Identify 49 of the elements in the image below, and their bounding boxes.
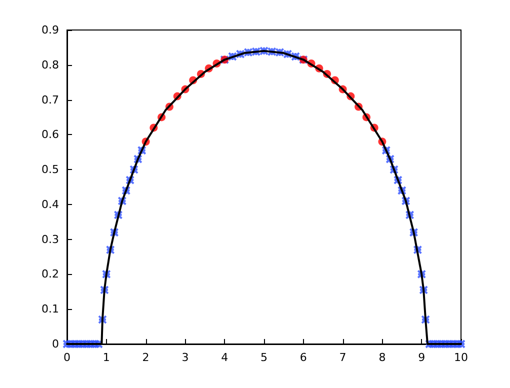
x-tick-label: 6: [300, 351, 307, 364]
point: [102, 270, 111, 279]
y-tick-label: 0.3: [42, 232, 59, 246]
point: [98, 315, 107, 324]
x-tick-label: 2: [142, 351, 150, 364]
x-tick-label: 7: [339, 351, 346, 364]
point: [397, 186, 406, 195]
point: [401, 196, 410, 206]
point: [122, 186, 131, 195]
y-tick-label: 0.1: [42, 302, 59, 316]
x-tick-label: 0: [64, 351, 70, 364]
point: [390, 165, 399, 174]
point: [413, 245, 422, 254]
x-tick-label: 1: [102, 351, 110, 364]
point: [133, 154, 142, 164]
point: [382, 146, 391, 155]
point: [126, 176, 135, 185]
point: [421, 315, 430, 324]
point: [118, 196, 127, 206]
y-tick-label: 0.5: [42, 163, 59, 176]
y-tick-label: 0.7: [42, 93, 59, 106]
x-tick-label: 8: [378, 351, 386, 364]
x-tick-label: 5: [260, 351, 268, 364]
point: [244, 48, 253, 57]
x-tick-label: 4: [221, 351, 228, 364]
y-tick-label: 0.8: [42, 58, 59, 72]
point: [110, 228, 119, 237]
point: [100, 285, 109, 294]
y-tick-label: 0.4: [42, 198, 59, 211]
point: [405, 210, 414, 220]
point: [252, 47, 261, 56]
point: [137, 146, 146, 155]
x-tick-label: 10: [454, 351, 468, 364]
point: [393, 176, 402, 185]
y-tick-label: 0: [52, 338, 59, 350]
point: [386, 154, 395, 164]
point: [409, 228, 418, 237]
y-tick-label: 0.6: [42, 128, 59, 142]
point: [114, 210, 123, 220]
x-tick-label: 9: [418, 351, 426, 364]
x-tick-label: 3: [182, 351, 189, 364]
y-tick-label: 0.2: [42, 268, 59, 281]
y-tick-label: 0.9: [42, 24, 59, 36]
point: [228, 52, 237, 62]
point: [419, 285, 428, 294]
point: [417, 270, 426, 279]
point: [236, 50, 245, 59]
point: [129, 165, 138, 174]
point: [106, 245, 115, 254]
